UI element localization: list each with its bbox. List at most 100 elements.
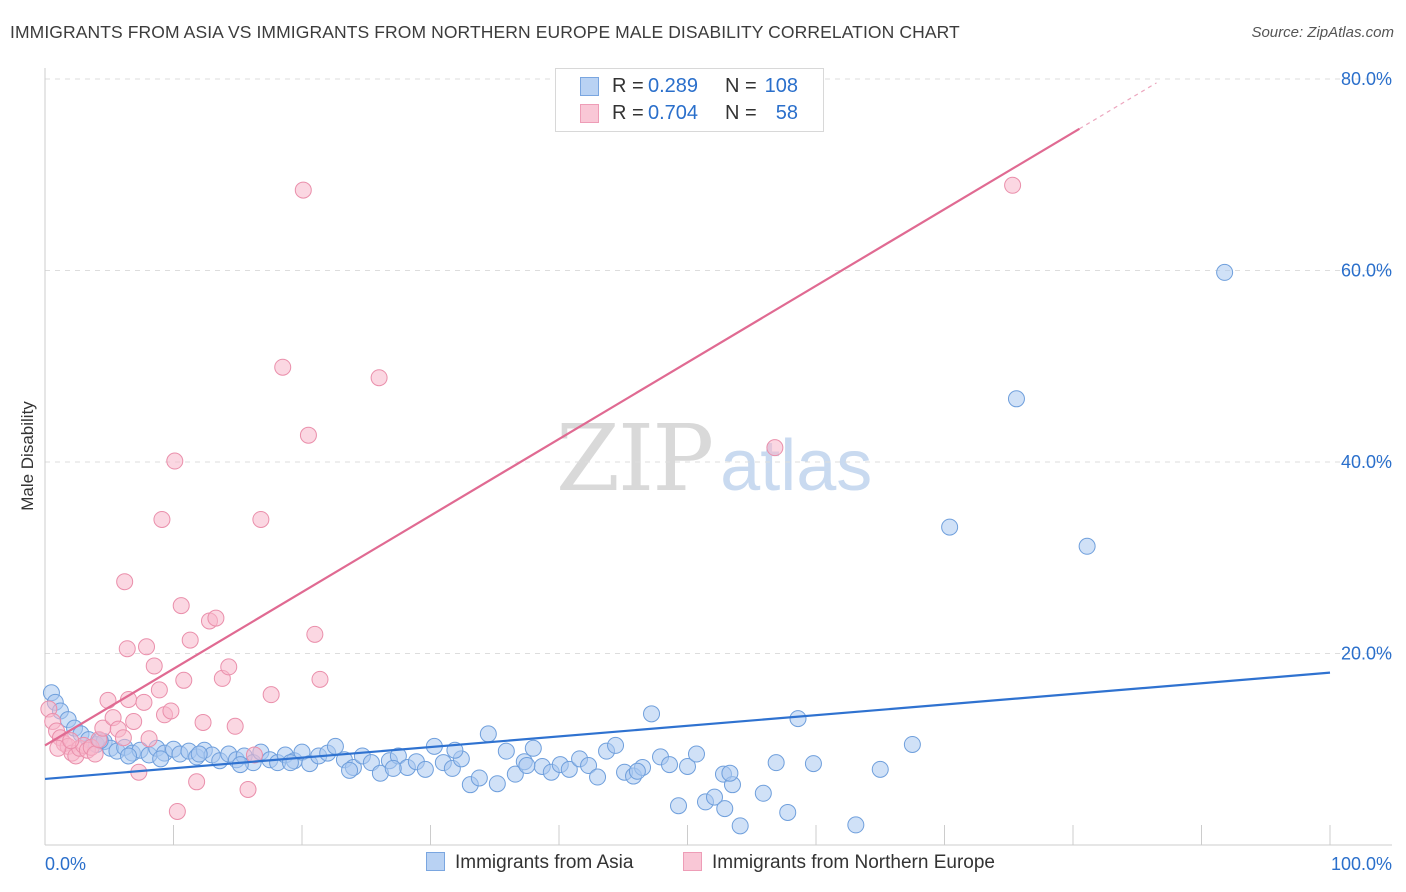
n-value: 58 (775, 102, 798, 124)
europe-point (153, 510, 171, 528)
y-tick-label: 20.0% (1341, 644, 1392, 664)
n-value: 108 (764, 75, 798, 97)
asia-point (281, 754, 299, 772)
europe-point (370, 369, 388, 387)
grid-layer (45, 78, 1392, 654)
europe-point (125, 712, 143, 730)
asia-point (716, 800, 734, 818)
n-label: N = (725, 75, 757, 97)
europe-point (274, 358, 292, 376)
europe-swatch (580, 104, 599, 123)
asia-point (661, 756, 679, 774)
europe-point (311, 670, 329, 688)
asia-point (120, 747, 138, 765)
stats-row-asia: R = 0.289 N = 108 (556, 74, 823, 100)
y-tick-label: 40.0% (1341, 452, 1392, 472)
x-tick-label: 0.0% (45, 854, 86, 874)
asia-point (488, 775, 506, 793)
asia-point (589, 768, 607, 786)
asia-point (1216, 263, 1234, 281)
r-label: R = (612, 75, 644, 97)
europe-point (252, 510, 270, 528)
europe-point (49, 739, 67, 757)
asia-point (679, 757, 696, 775)
asia-point (847, 816, 865, 834)
r-value: 0.704 (648, 102, 699, 124)
asia-point (497, 742, 515, 760)
legend-label-asia: Immigrants from Asia (455, 852, 634, 873)
europe-point (1004, 176, 1022, 194)
europe-point (118, 640, 136, 658)
asia-point (789, 710, 807, 728)
asia-point (643, 705, 661, 723)
n-label: N = (725, 102, 757, 124)
europe-point (245, 746, 263, 764)
asia-point (903, 735, 921, 753)
series-legend: Immigrants from Asia Immigrants from Nor… (0, 852, 1406, 878)
tick-label-layer: 20.0% 40.0% 60.0% 80.0% 0.0% 100.0% (45, 69, 1392, 874)
legend-item-asia[interactable]: Immigrants from Asia (426, 852, 633, 874)
europe-point (162, 702, 180, 720)
europe-point (262, 686, 280, 704)
asia-point (721, 764, 739, 782)
europe-point (145, 657, 163, 675)
europe-point (194, 713, 212, 731)
x-tick-label: 100.0% (1331, 854, 1392, 874)
europe-point (181, 631, 199, 649)
europe-trend-line (44, 127, 1080, 747)
asia-trend-line (44, 671, 1331, 781)
source-note: Source: ZipAtlas.com (1251, 24, 1394, 41)
chart-title: IMMIGRANTS FROM ASIA VS IMMIGRANTS FROM … (10, 22, 960, 42)
stats-legend: R = 0.289 N = 108 R = 0.704 N = 58 (555, 68, 824, 132)
asia-point (416, 760, 434, 778)
asia-point (190, 745, 208, 763)
europe-point (766, 439, 784, 457)
legend-item-europe[interactable]: Immigrants from Northern Europe (683, 852, 995, 874)
asia-point (524, 739, 542, 757)
europe-point (220, 658, 238, 676)
y-tick-label: 60.0% (1341, 261, 1392, 281)
asia-point (804, 755, 822, 773)
r-label: R = (612, 102, 644, 124)
asia-point (470, 769, 488, 787)
asia-point (628, 762, 646, 780)
europe-point (150, 681, 168, 699)
asia-point (941, 518, 959, 536)
r-value: 0.289 (648, 75, 699, 97)
asia-point (687, 745, 705, 763)
europe-point (226, 717, 244, 735)
asia-point (580, 757, 598, 775)
asia-point (384, 759, 402, 777)
europe-point (138, 638, 156, 656)
europe-point (299, 426, 317, 444)
point-layer (40, 176, 1234, 835)
y-tick-label: 80.0% (1341, 69, 1392, 89)
asia-point (1078, 537, 1096, 555)
asia-point (326, 737, 344, 755)
europe-point (172, 597, 190, 615)
trend-layer (44, 82, 1331, 781)
asia-point (871, 760, 889, 778)
europe-point (188, 773, 206, 791)
asia-point (506, 765, 524, 783)
europe-point (86, 745, 104, 763)
asia-point (767, 754, 785, 772)
europe-point (166, 452, 184, 470)
asia-point (754, 784, 772, 802)
asia-point (731, 817, 749, 835)
europe-point (116, 573, 134, 591)
asia-legend-swatch (426, 852, 445, 871)
europe-trend-extension (1079, 82, 1157, 130)
europe-point (207, 609, 225, 627)
europe-point (239, 780, 257, 798)
asia-point (518, 757, 536, 775)
asia-point (341, 761, 359, 779)
axis-layer (44, 68, 1392, 846)
asia-point (231, 756, 249, 774)
asia-point (607, 736, 625, 754)
legend-label-europe: Immigrants from Northern Europe (712, 852, 995, 873)
europe-point (306, 625, 324, 643)
asia-point (670, 797, 688, 815)
europe-point (62, 732, 80, 750)
europe-point (99, 691, 117, 709)
